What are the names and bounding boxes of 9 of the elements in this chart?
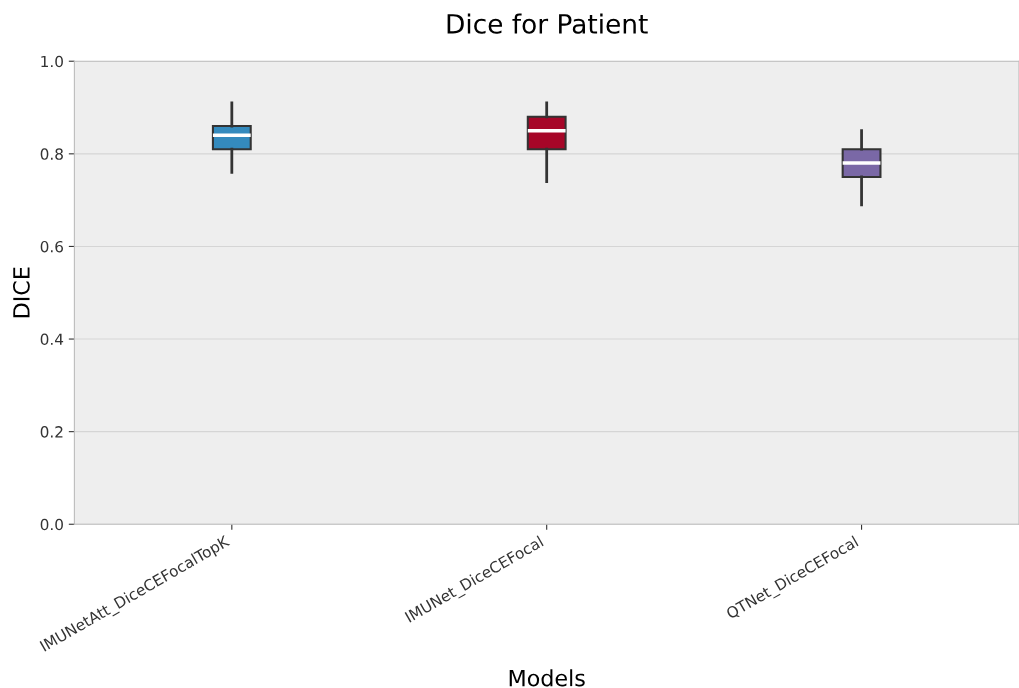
y-axis-title: DICE (13, 267, 30, 318)
x-axis-title: Models (509, 669, 585, 687)
y-tick-label: 0.0 (40, 518, 63, 531)
y-tick-label: 0.4 (40, 333, 64, 346)
y-tick-label: 0.2 (40, 426, 63, 438)
y-tick-label: 0.6 (40, 240, 64, 253)
y-tick-label: 0.8 (40, 148, 63, 160)
chart-title: Dice for Patient (447, 13, 648, 34)
y-tick-label: 1.0 (41, 55, 63, 68)
